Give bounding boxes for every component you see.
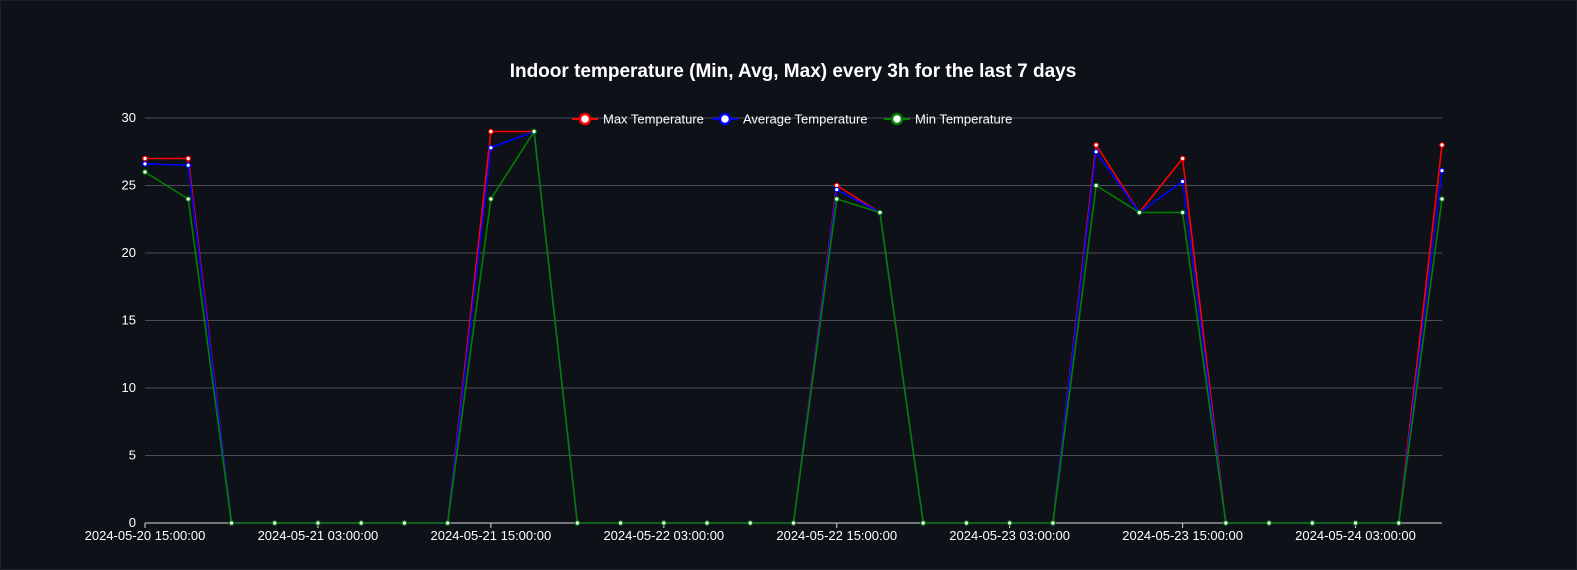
min-temperature-point[interactable] bbox=[531, 128, 537, 135]
average-temperature-point[interactable] bbox=[185, 162, 192, 169]
min-temperature-point[interactable] bbox=[1395, 520, 1402, 526]
x-tick-label: 2024-05-23 15:00:00 bbox=[1122, 528, 1243, 543]
legend-label: Average Temperature bbox=[743, 112, 868, 127]
max-temperature-point[interactable] bbox=[488, 128, 494, 135]
x-axis: 2024-05-20 15:00:00 2024-05-21 03:00:00 20… bbox=[85, 522, 1442, 543]
min-temperature-point[interactable] bbox=[1179, 209, 1186, 216]
max-temperature-point[interactable] bbox=[1439, 142, 1445, 148]
legend-item-max-temperature[interactable]: Max Temperature bbox=[572, 112, 704, 127]
min-temperature-point[interactable] bbox=[877, 209, 883, 216]
min-temperature-point[interactable] bbox=[1309, 520, 1316, 526]
x-tick-label: 2024-05-21 03:00:00 bbox=[258, 528, 379, 543]
min-temperature-point[interactable] bbox=[358, 520, 364, 526]
x-tick-label: 2024-05-20 15:00:00 bbox=[85, 528, 206, 543]
min-temperature-point[interactable] bbox=[315, 520, 321, 526]
min-temperature-point[interactable] bbox=[704, 520, 710, 526]
legend-swatch-marker bbox=[890, 112, 904, 126]
max-temperature-point[interactable] bbox=[1093, 142, 1099, 148]
series-average-temperature bbox=[142, 128, 1445, 526]
min-temperature-point[interactable] bbox=[271, 520, 278, 526]
min-temperature-point[interactable] bbox=[747, 520, 754, 526]
legend-item-min-temperature[interactable]: Min Temperature bbox=[884, 112, 1012, 127]
min-temperature-point[interactable] bbox=[1093, 182, 1099, 189]
max-temperature-line bbox=[145, 130, 1443, 524]
min-temperature-point[interactable] bbox=[1439, 196, 1445, 202]
average-temperature-point[interactable] bbox=[833, 186, 840, 193]
x-tick-label: 2024-05-23 03:00:00 bbox=[949, 528, 1070, 543]
min-temperature-point[interactable] bbox=[790, 520, 797, 526]
average-temperature-point[interactable] bbox=[1439, 167, 1445, 174]
average-temperature-point[interactable] bbox=[142, 161, 148, 167]
min-temperature-point[interactable] bbox=[963, 520, 970, 526]
series-layer bbox=[142, 128, 1445, 526]
x-tick-label: 2024-05-22 15:00:00 bbox=[776, 528, 897, 543]
grid bbox=[145, 117, 1442, 456]
legend[interactable]: Max Temperature Average Temperature Min Te… bbox=[572, 112, 1012, 127]
min-temperature-point[interactable] bbox=[444, 520, 451, 526]
y-tick-label: 10 bbox=[122, 380, 136, 395]
y-tick-label: 30 bbox=[122, 110, 136, 125]
min-temperature-point[interactable] bbox=[617, 520, 624, 526]
average-temperature-line bbox=[144, 130, 1443, 524]
min-temperature-point[interactable] bbox=[1266, 520, 1272, 526]
series-min-temperature bbox=[142, 128, 1445, 526]
min-temperature-point[interactable] bbox=[228, 520, 235, 526]
min-temperature-point[interactable] bbox=[660, 520, 667, 526]
average-temperature-point[interactable] bbox=[488, 144, 494, 151]
chart-title: Indoor temperature (Min, Avg, Max) every… bbox=[510, 61, 1077, 82]
min-temperature-point[interactable] bbox=[1352, 520, 1359, 526]
max-temperature-point[interactable] bbox=[142, 155, 148, 162]
min-temperature-point[interactable] bbox=[1006, 520, 1013, 526]
legend-swatch-marker bbox=[718, 112, 732, 126]
y-tick-label: 15 bbox=[122, 313, 136, 328]
y-axis: 0 5 10 15 20 25 30 bbox=[122, 110, 136, 530]
legend-swatch-marker bbox=[578, 112, 592, 126]
max-temperature-point[interactable] bbox=[1179, 155, 1186, 162]
x-tick-label: 2024-05-24 03:00:00 bbox=[1295, 528, 1416, 543]
y-tick-label: 5 bbox=[129, 448, 136, 463]
min-temperature-point[interactable] bbox=[1223, 520, 1229, 526]
min-temperature-point[interactable] bbox=[488, 196, 494, 202]
min-temperature-point[interactable] bbox=[185, 196, 192, 202]
legend-label: Min Temperature bbox=[915, 112, 1012, 127]
average-temperature-point[interactable] bbox=[1093, 148, 1099, 155]
legend-label: Max Temperature bbox=[603, 112, 704, 127]
x-tick-label: 2024-05-21 15:00:00 bbox=[431, 528, 552, 543]
min-temperature-point[interactable] bbox=[1136, 209, 1143, 216]
series-max-temperature bbox=[142, 128, 1445, 526]
legend-item-average-temperature[interactable]: Average Temperature bbox=[712, 112, 868, 127]
y-tick-label: 0 bbox=[129, 515, 136, 530]
min-temperature-line bbox=[144, 130, 1443, 524]
min-temperature-point[interactable] bbox=[833, 196, 840, 202]
min-temperature-point[interactable] bbox=[1050, 520, 1056, 526]
max-temperature-point[interactable] bbox=[185, 155, 192, 162]
y-tick-label: 20 bbox=[122, 245, 136, 260]
min-temperature-point[interactable] bbox=[401, 520, 408, 526]
min-temperature-point[interactable] bbox=[142, 169, 148, 175]
y-tick-label: 25 bbox=[122, 178, 136, 193]
average-temperature-point[interactable] bbox=[1179, 178, 1186, 185]
x-tick-label: 2024-05-22 03:00:00 bbox=[603, 528, 724, 543]
min-temperature-point[interactable] bbox=[920, 520, 927, 526]
min-temperature-point[interactable] bbox=[574, 520, 581, 526]
